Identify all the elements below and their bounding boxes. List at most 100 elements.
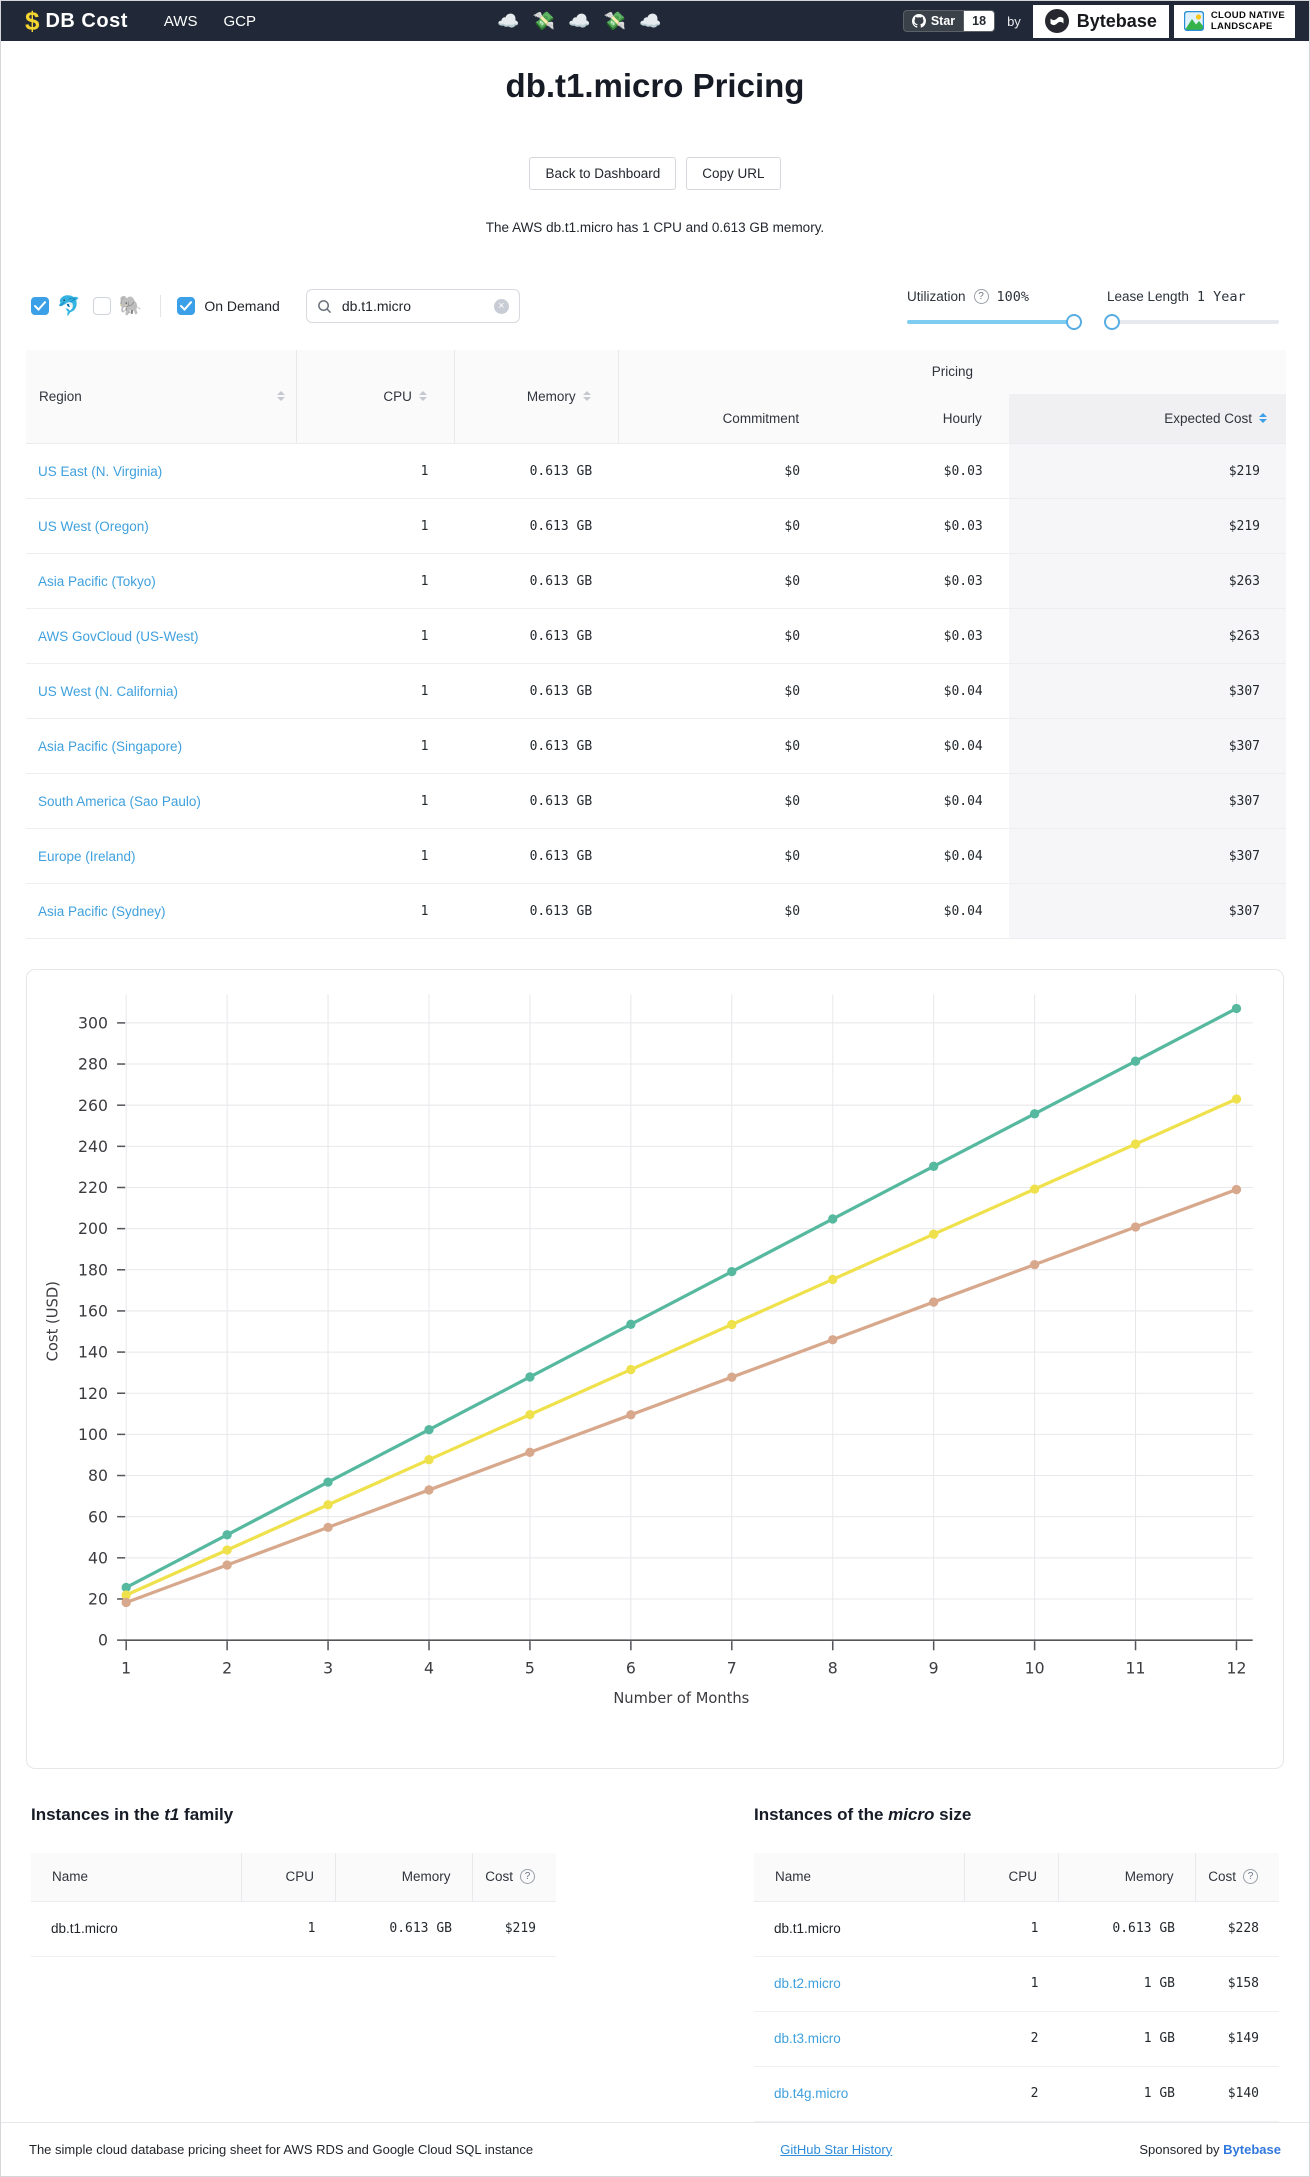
column-header-hourly[interactable]: Hourly [826, 393, 1009, 445]
cpu-cell: 1 [296, 443, 455, 500]
github-star-history-link[interactable]: GitHub Star History [780, 2141, 893, 2157]
region-link[interactable]: AWS GovCloud (US-West) [38, 628, 199, 644]
svg-text:60: 60 [88, 1507, 108, 1526]
top-bar: $ DB Cost AWS GCP ☁️ 💸 ☁️ 💸 ☁️ Star 18 b… [1, 1, 1309, 41]
hourly-cell: $0.03 [826, 553, 1009, 610]
sort-icon [582, 391, 591, 402]
family-instances-panel: Instances in the t1 family Name CPU Memo… [31, 1805, 556, 1957]
sponsor-bytebase-link[interactable]: Bytebase [1223, 2141, 1281, 2157]
hourly-cell: $0.03 [826, 443, 1009, 500]
memory-cell: 1 GB [1058, 2011, 1195, 2067]
svg-text:120: 120 [78, 1384, 108, 1403]
svg-text:4: 4 [424, 1659, 434, 1678]
size-instances-table: Name CPU Memory Cost? db.t1.micro 1 0.61… [754, 1853, 1279, 2122]
region-link[interactable]: Europe (Ireland) [38, 848, 136, 864]
instance-name[interactable]: db.t2.micro [774, 1976, 841, 1992]
postgresql-checkbox[interactable] [92, 297, 111, 316]
svg-text:12: 12 [1226, 1659, 1246, 1678]
nav-item-gcp[interactable]: GCP [223, 12, 256, 30]
table-row: US West (N. California) 1 0.613 GB $0 $0… [26, 663, 1286, 720]
copy-url-button[interactable]: Copy URL [686, 157, 781, 191]
cpu-cell: 1 [241, 1901, 336, 1957]
svg-text:10: 10 [1025, 1659, 1045, 1678]
svg-text:Number of Months: Number of Months [613, 1690, 749, 1707]
svg-text:20: 20 [88, 1590, 108, 1609]
lease-length-slider[interactable] [1104, 313, 1279, 330]
svg-text:200: 200 [78, 1219, 108, 1238]
memory-cell: 0.613 GB [454, 498, 619, 555]
expected-cost-cell: $219 [1008, 443, 1286, 500]
expected-cost-cell: $263 [1008, 553, 1286, 610]
github-star-button[interactable]: Star 18 [902, 10, 996, 32]
back-to-dashboard-button[interactable]: Back to Dashboard [529, 157, 677, 191]
table-row: db.t3.micro 2 1 GB $149 [754, 2011, 1279, 2067]
logo-text: DB Cost [45, 9, 128, 32]
cpu-cell: 1 [296, 773, 455, 830]
slider-controls: Utilization ? 100% Lease Length 1 Year [907, 289, 1279, 330]
memory-cell: 0.613 GB [454, 883, 619, 940]
search-input[interactable] [339, 297, 486, 316]
table-row: db.t1.micro 1 0.613 GB $228 [754, 1901, 1279, 1957]
region-link[interactable]: South America (Sao Paulo) [38, 793, 201, 809]
utilization-help-icon[interactable]: ? [973, 289, 989, 305]
size-section-title: Instances of the micro size [754, 1805, 972, 1825]
column-header-region[interactable]: Region [26, 349, 298, 445]
region-link[interactable]: Asia Pacific (Singapore) [38, 738, 183, 754]
cpu-cell: 1 [964, 1956, 1059, 2012]
commitment-cell: $0 [618, 608, 827, 665]
postgresql-icon: 🐘 [118, 296, 143, 318]
utilization-slider-group: Utilization ? 100% [907, 289, 1082, 330]
table-row: Asia Pacific (Sydney) 1 0.613 GB $0 $0.0… [26, 883, 1286, 940]
hourly-cell: $0.04 [826, 663, 1009, 720]
table-row: db.t1.micro 1 0.613 GB $219 [31, 1901, 556, 1957]
svg-text:40: 40 [88, 1549, 108, 1568]
utilization-slider[interactable] [907, 313, 1082, 330]
search-icon [317, 299, 332, 314]
cost-help-icon[interactable]: ? [520, 1869, 535, 1885]
bytebase-logo-icon [1044, 9, 1069, 33]
lease-length-slider-thumb[interactable] [1104, 313, 1121, 330]
cpu-cell: 2 [964, 2011, 1059, 2067]
commitment-cell: $0 [618, 663, 827, 720]
instance-name[interactable]: db.t4g.micro [774, 2086, 849, 2102]
cost-chart-card: 0 20 40 60 80 100 120 140 160 180 200 220 240 260 280 3… [26, 969, 1284, 1770]
region-link[interactable]: US West (Oregon) [38, 518, 149, 534]
region-link[interactable]: US West (N. California) [38, 683, 179, 699]
region-link[interactable]: Asia Pacific (Sydney) [38, 903, 166, 919]
region-link[interactable]: Asia Pacific (Tokyo) [38, 573, 156, 589]
sort-icon [418, 391, 427, 402]
table-row: Asia Pacific (Tokyo) 1 0.613 GB $0 $0.03… [26, 553, 1286, 610]
column-header-memory: Memory [335, 1853, 472, 1902]
cloud-native-landscape-badge[interactable]: CLOUD NATIVE LANDSCAPE [1171, 4, 1295, 38]
column-header-commitment[interactable]: Commitment [618, 393, 827, 445]
mysql-checkbox[interactable] [31, 297, 49, 316]
region-link[interactable]: US East (N. Virginia) [38, 463, 163, 479]
github-icon [911, 14, 926, 28]
hourly-cell: $0.03 [826, 498, 1009, 555]
table-row: db.t4g.micro 2 1 GB $140 [754, 2066, 1279, 2122]
column-header-cpu[interactable]: CPU [296, 349, 455, 445]
column-header-memory[interactable]: Memory [454, 349, 619, 445]
on-demand-checkbox[interactable] [177, 297, 196, 316]
lease-length-label: Lease Length [1107, 289, 1189, 305]
nav-item-aws[interactable]: AWS [163, 12, 198, 30]
table-row: South America (Sao Paulo) 1 0.613 GB $0 … [26, 773, 1286, 830]
cpu-cell: 1 [296, 883, 455, 940]
column-header-expected-cost[interactable]: Expected Cost [1008, 393, 1286, 445]
cloud-icon: ☁️ [639, 10, 662, 31]
expected-cost-cell: $307 [1008, 663, 1286, 720]
bytebase-badge[interactable]: Bytebase [1032, 4, 1169, 38]
clear-search-icon[interactable]: × [493, 298, 509, 314]
dbcost-logo[interactable]: $ DB Cost [25, 8, 128, 34]
cost-help-icon[interactable]: ? [1243, 1869, 1258, 1885]
instance-name[interactable]: db.t3.micro [774, 2031, 841, 2047]
cost-cell: $158 [1195, 1956, 1279, 2012]
region-pricing-table: Region CPU Memory Pricing Commitment Hou… [26, 349, 1286, 940]
expected-cost-cell: $263 [1008, 608, 1286, 665]
utilization-slider-thumb[interactable] [1065, 313, 1082, 330]
commitment-cell: $0 [618, 553, 827, 610]
footer-tagline: The simple cloud database pricing sheet … [29, 2141, 534, 2157]
page-title: db.t1.micro Pricing [505, 67, 805, 104]
svg-text:160: 160 [78, 1302, 108, 1321]
memory-cell: 0.613 GB [454, 608, 619, 665]
